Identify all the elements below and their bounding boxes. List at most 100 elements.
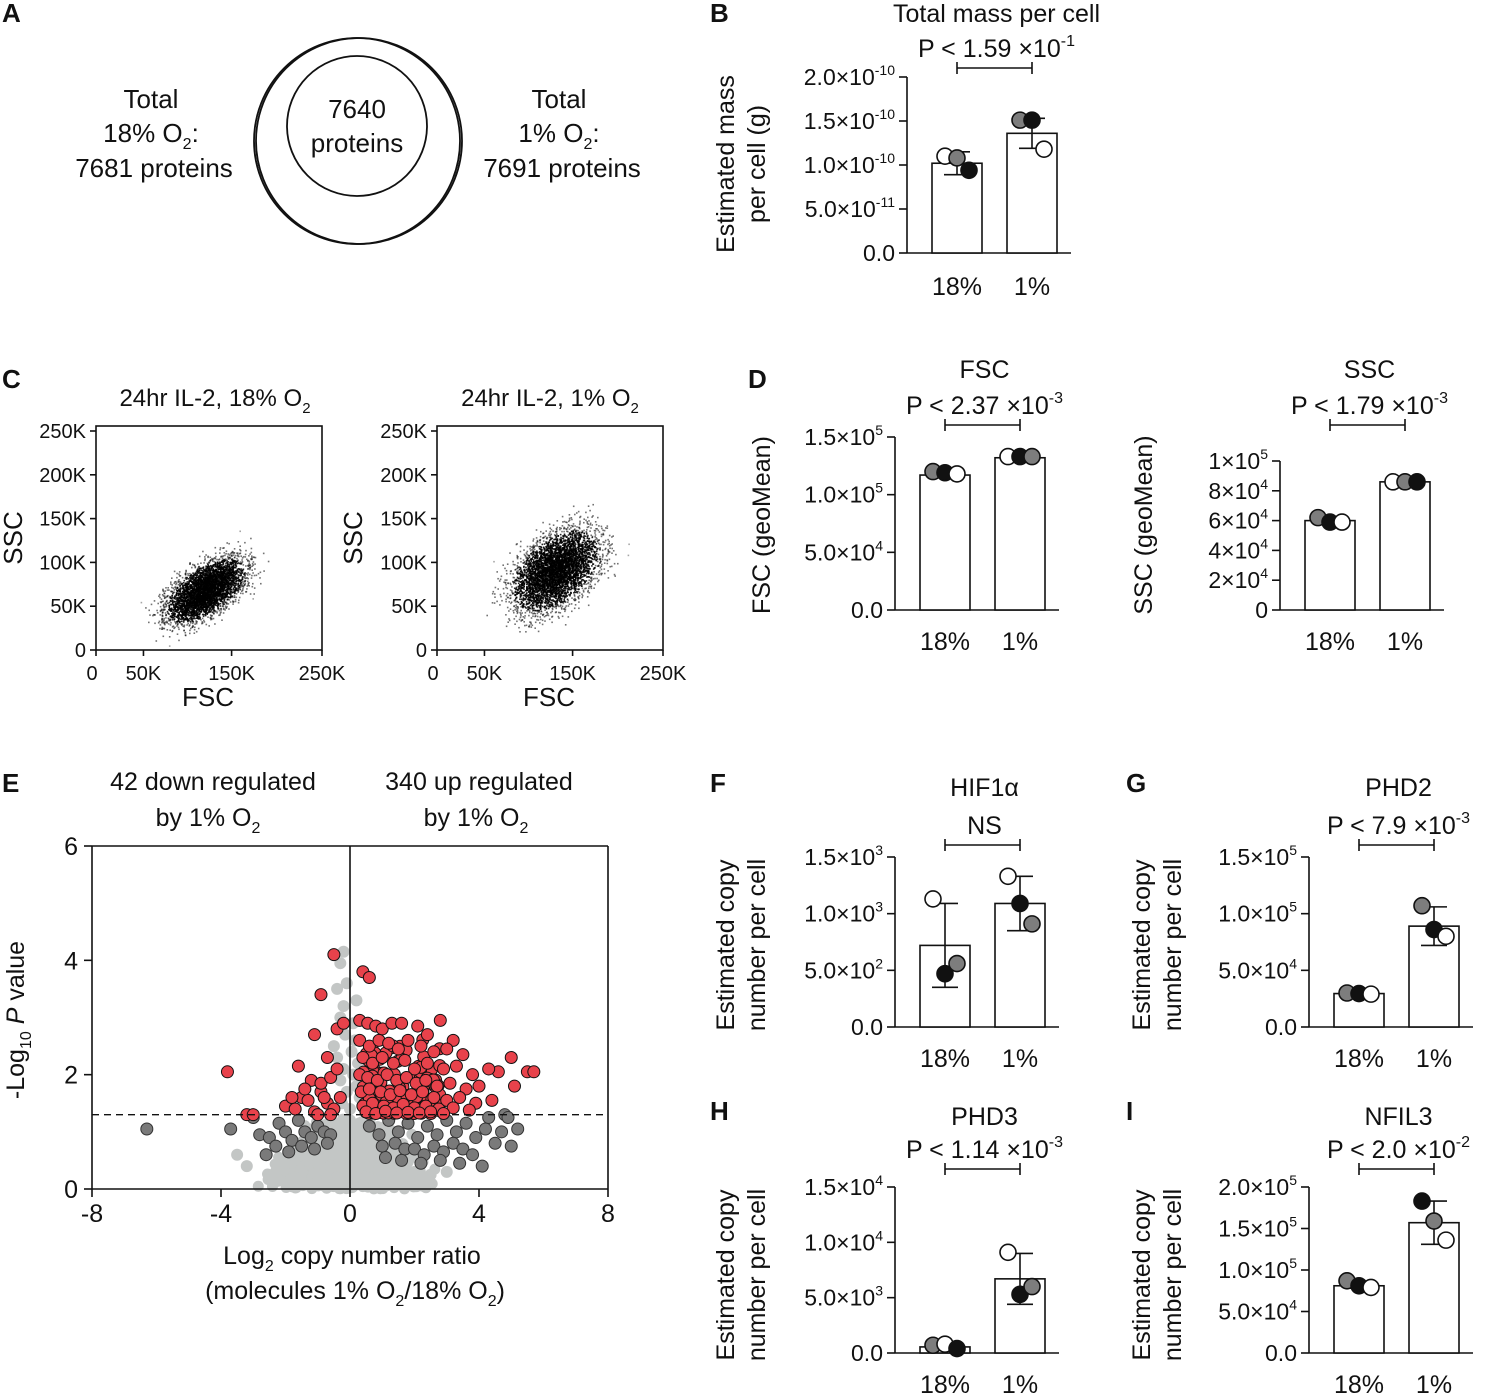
- flow-event: [217, 579, 220, 582]
- panel-letter-e: E: [2, 768, 19, 798]
- flow-event: [246, 585, 249, 587]
- flow-event: [180, 609, 182, 612]
- flow-event: [201, 613, 204, 616]
- flow-event: [611, 547, 613, 550]
- flow-event: [194, 617, 196, 620]
- flow-event: [518, 572, 520, 575]
- flow-event: [213, 606, 215, 608]
- flow-event: [222, 566, 224, 569]
- flow-event: [230, 584, 232, 586]
- flow-event: [540, 613, 542, 615]
- flow-event: [175, 580, 177, 583]
- flow-event: [156, 612, 159, 614]
- venn-left-line1: Total: [124, 84, 179, 114]
- flow-event: [255, 574, 258, 577]
- flow-event: [212, 589, 215, 592]
- flow-event: [554, 578, 557, 581]
- flow-event: [219, 572, 221, 574]
- flow-event: [232, 591, 235, 593]
- flow-event: [187, 613, 189, 616]
- flow-event: [192, 600, 195, 603]
- flow-event: [208, 601, 211, 604]
- flow-event: [206, 581, 208, 583]
- flow-event: [584, 541, 586, 544]
- flow-event: [586, 529, 588, 531]
- flow-event: [230, 592, 232, 595]
- flow-event: [199, 618, 201, 620]
- flow-event: [195, 612, 197, 614]
- flow-event: [550, 603, 552, 606]
- flow-event: [193, 606, 195, 609]
- flow-event: [174, 604, 177, 606]
- flow-event: [214, 588, 217, 590]
- flow-event: [185, 593, 187, 596]
- flow-event: [251, 562, 254, 565]
- flow-event: [221, 593, 224, 595]
- flow-x-tick-label: 150K: [208, 663, 255, 685]
- flow-event: [220, 580, 223, 582]
- flow-event: [207, 563, 209, 566]
- flow-event: [589, 580, 592, 582]
- flow-event: [162, 635, 165, 638]
- flow-event: [529, 585, 531, 587]
- flow-event: [165, 614, 168, 616]
- flow-event: [190, 617, 193, 620]
- flow-event: [532, 551, 534, 554]
- flow-event: [226, 603, 228, 605]
- flow-event: [182, 617, 185, 619]
- flow-event: [226, 567, 229, 569]
- flow-event: [231, 555, 233, 557]
- flow-event: [177, 608, 179, 610]
- flow-event: [525, 566, 527, 569]
- flow-event: [223, 597, 225, 600]
- flow-event: [198, 565, 201, 568]
- flow-event: [206, 585, 208, 588]
- flow-event: [608, 540, 610, 543]
- flow-event: [218, 564, 221, 567]
- flow-event: [164, 612, 167, 614]
- flow-event: [217, 561, 219, 564]
- flow-event: [205, 586, 207, 588]
- flow-event: [241, 559, 243, 561]
- flow-event: [201, 579, 203, 582]
- flow-event: [246, 558, 248, 561]
- flow-event: [520, 561, 522, 563]
- flow-event: [230, 561, 232, 564]
- flow-event: [184, 603, 186, 606]
- flow-event: [210, 598, 213, 601]
- flow-event: [202, 582, 205, 584]
- flow-event: [533, 612, 536, 614]
- flow-event: [214, 557, 216, 559]
- flow-event: [574, 563, 576, 565]
- flow-event: [208, 625, 210, 627]
- flow-event: [208, 580, 210, 583]
- flow-event: [536, 589, 539, 591]
- flow-event: [192, 612, 194, 614]
- flow-event: [530, 546, 533, 548]
- flow-event: [189, 572, 191, 575]
- flow-event: [562, 556, 564, 558]
- flow-event: [540, 607, 542, 609]
- flow-event: [607, 543, 609, 546]
- flow-event: [577, 550, 580, 552]
- flow-event: [233, 576, 235, 579]
- flow-event: [233, 564, 235, 566]
- flow-event: [537, 554, 539, 557]
- flow-event: [222, 583, 224, 585]
- flow-event: [229, 601, 232, 603]
- flow-event: [583, 579, 585, 582]
- flow-event: [523, 588, 525, 590]
- flow-event: [159, 605, 162, 608]
- flow-event: [223, 552, 226, 554]
- panel-letter-i: I: [1126, 1096, 1133, 1126]
- flow-event: [210, 596, 213, 599]
- flow-event: [170, 603, 173, 606]
- flow-event: [248, 582, 250, 584]
- flow-event: [217, 573, 220, 576]
- flow-event: [165, 587, 167, 589]
- flow-event: [152, 613, 155, 616]
- flow-event: [173, 596, 176, 599]
- flow-event: [165, 617, 167, 619]
- flow-event: [238, 596, 241, 599]
- flow-event: [188, 588, 191, 590]
